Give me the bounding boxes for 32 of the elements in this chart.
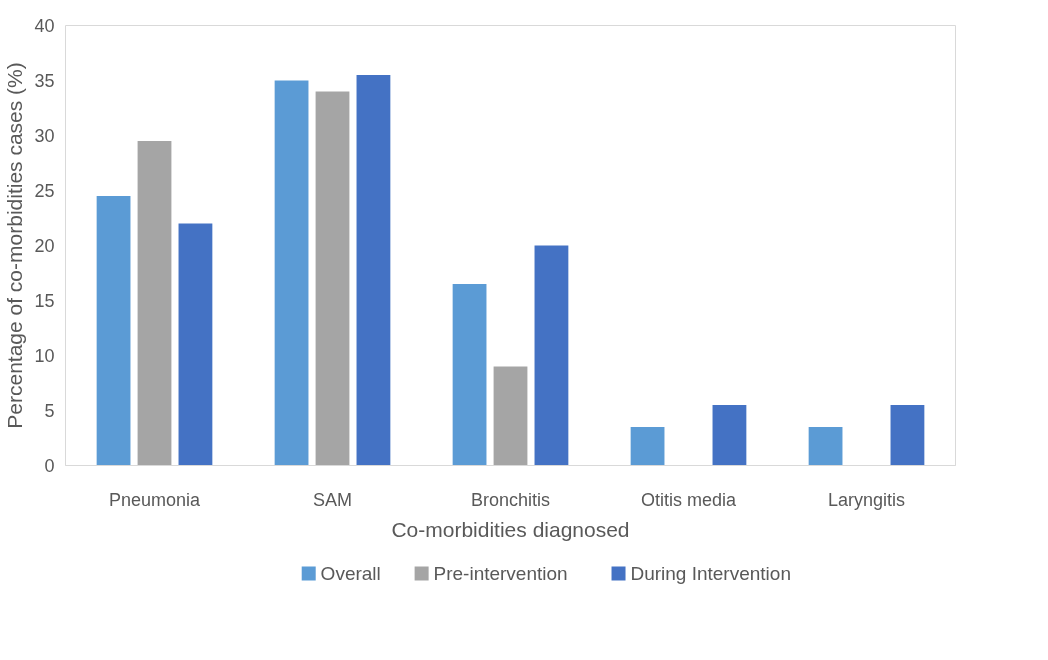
y-axis-title: Percentage of co-morbidities cases (%) bbox=[3, 62, 27, 429]
y-tick-label: 10 bbox=[34, 346, 55, 366]
bar bbox=[712, 405, 747, 466]
bar bbox=[315, 91, 350, 466]
bar bbox=[178, 223, 213, 466]
bar bbox=[96, 196, 131, 466]
legend-label: During Intervention bbox=[630, 563, 791, 584]
y-tick-label: 20 bbox=[34, 236, 55, 256]
x-tick-label: Otitis media bbox=[640, 489, 737, 510]
x-axis-title: Co-morbidities diagnosed bbox=[391, 517, 630, 541]
bar bbox=[356, 75, 391, 466]
legend-label: Pre-intervention bbox=[433, 563, 568, 584]
y-tick-label: 35 bbox=[34, 71, 55, 91]
bar bbox=[630, 427, 665, 466]
bar bbox=[808, 427, 843, 466]
bar bbox=[890, 405, 925, 466]
bar bbox=[274, 80, 309, 466]
legend-label: Overall bbox=[320, 563, 381, 584]
x-tick-label: Bronchitis bbox=[470, 489, 551, 510]
bar bbox=[534, 245, 569, 466]
y-tick-label: 5 bbox=[44, 401, 55, 421]
y-tick-label: 15 bbox=[34, 291, 55, 311]
y-tick-label: 30 bbox=[34, 126, 55, 146]
y-tick-label: 25 bbox=[34, 181, 55, 201]
x-tick-label: Laryngitis bbox=[827, 489, 906, 510]
y-tick-label: 40 bbox=[34, 16, 55, 36]
bar bbox=[452, 284, 487, 466]
x-tick-label: SAM bbox=[313, 489, 353, 510]
y-tick-label: 0 bbox=[44, 456, 55, 476]
x-tick-label: Pneumonia bbox=[108, 489, 202, 510]
bar bbox=[137, 141, 172, 466]
bar bbox=[493, 366, 528, 466]
